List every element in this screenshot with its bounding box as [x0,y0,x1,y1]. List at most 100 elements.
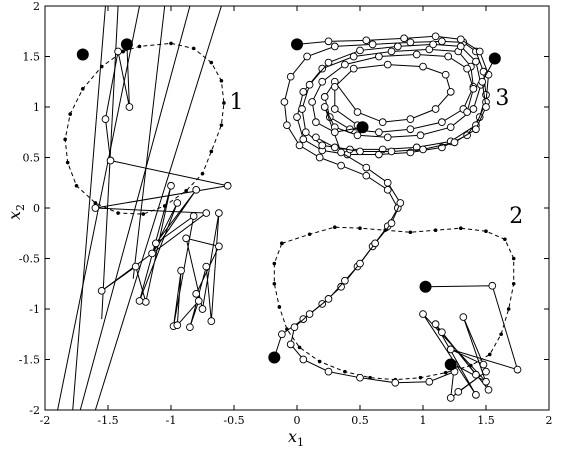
start-point [444,358,457,371]
x-tick-label: 1.5 [477,414,495,427]
trajectory-point [429,40,437,49]
trajectory-point [383,178,392,187]
trajectory-point [353,131,362,140]
trajectory-point [446,394,455,402]
boundary-dot [184,189,188,193]
trajectory-point [330,143,339,152]
plot-area: 1 2 3 [57,6,523,410]
boundary-dot [65,160,70,165]
trajectory-point [425,45,434,54]
trajectory-point [391,378,400,387]
trajectory-point [383,60,392,69]
trajectory-point [396,199,405,207]
trajectory-point [312,133,320,142]
x-tick-label: 2 [546,414,553,427]
start-point [291,38,303,51]
boundary-dot [219,78,224,83]
trajectory-point [450,138,459,147]
trajectory-1 [95,44,228,328]
boundary-dot [358,226,362,230]
y-tick-label: 0 [33,202,40,215]
trajectory-point [173,321,182,330]
x-tick-label: 0.5 [351,414,369,427]
trajectory-point [215,209,223,217]
trajectory-point [330,82,339,91]
boundary-dot [191,46,196,51]
trajectory-point [438,328,446,337]
trajectory-point [320,103,329,111]
boundary-dot [506,307,511,311]
boundary-dot [81,87,85,91]
trajectory-point [371,239,379,248]
trajectory-point [356,46,364,55]
trajectory-point [320,93,329,101]
start-point [268,351,281,364]
trajectory-point [479,360,488,369]
y-tick-label: -1.5 [19,354,40,367]
spike-line [72,6,106,410]
trajectory-point [182,234,190,243]
trajectory-point [482,367,490,376]
boundary-dot [209,60,214,65]
trajectory-point [305,310,314,318]
trajectory-point [198,305,207,313]
trajectory-point [362,36,371,45]
trajectory-point [387,219,396,228]
trajectory-point [375,52,383,61]
trajectory-point [106,156,115,165]
trajectory-point [189,212,198,220]
trajectory-point [301,128,310,137]
trajectory-point [303,52,311,61]
trajectory-point [469,84,478,93]
trajectory-point [114,47,122,56]
boundary-dot [219,123,224,127]
trajectory-point [431,32,440,41]
trajectory-point [167,181,175,190]
trajectory-point [299,87,308,96]
y-tick-label: 1 [33,101,40,114]
y-tick-label: 0.5 [23,152,41,165]
trajectory-point [337,161,345,170]
boundary-dot [511,256,516,261]
trajectory-point [406,115,415,123]
y-tick-label: -2 [29,404,40,417]
trajectory-point [475,47,484,56]
trajectory-point [97,286,106,295]
boundary-dot [137,44,142,49]
trajectory-point [324,58,333,67]
trajectory-point [298,105,306,113]
trajectory-point [192,290,201,298]
start-point [419,280,432,293]
trajectory-point [463,64,471,73]
boundary-dot [169,41,173,46]
trajectory-point [202,209,211,217]
trajectory-point [330,42,339,51]
boundary-dot [93,201,98,205]
boundary-dot [307,232,312,237]
trajectory-point [362,163,371,172]
trajectory-point [131,262,140,271]
region-label-2: 2 [509,204,523,229]
boundary-1 [64,42,225,215]
trajectory-point [356,259,364,268]
trajectory-point [378,118,387,127]
trajectory-point [324,295,333,303]
y-tick-label: 2 [33,0,40,13]
trajectory-point [383,133,392,142]
trajectory-point [173,199,182,207]
trajectory-point [152,239,160,248]
x-axis-label: x1 [288,427,304,449]
boundary-dot [141,212,146,216]
trajectory-point [312,118,320,127]
trajectory-point [387,47,396,56]
boundary-dot [433,228,438,233]
trajectory-point [324,37,333,46]
trajectory-point [308,98,316,106]
trajectory-point [148,249,156,258]
trajectory-point [478,77,487,86]
trajectory-point [400,34,408,43]
trajectory-point [444,52,453,61]
trajectory-point [446,123,455,132]
trajectory-point [356,147,364,156]
